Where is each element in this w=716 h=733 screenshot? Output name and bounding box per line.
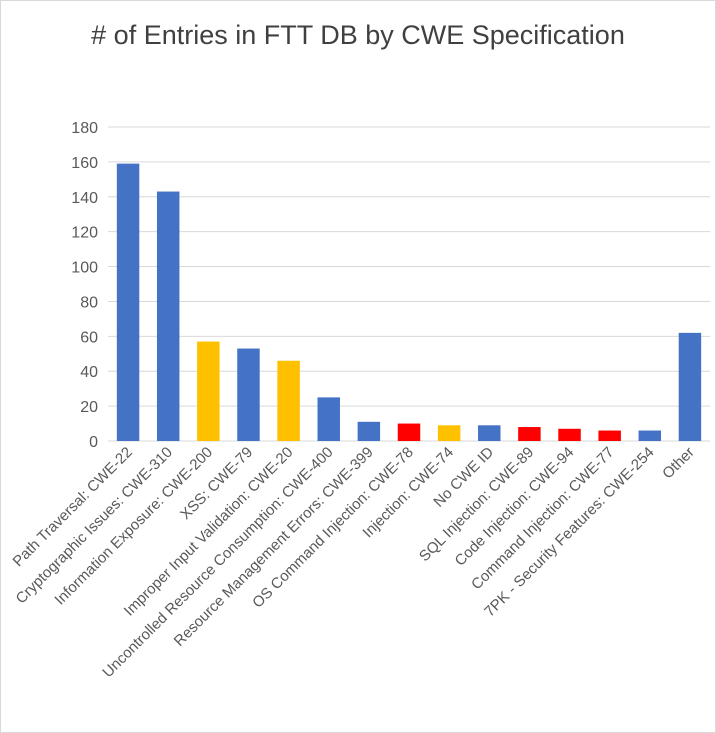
bars bbox=[116, 163, 702, 441]
bar bbox=[197, 341, 220, 441]
y-tick-label: 180 bbox=[71, 120, 98, 137]
y-tick-label: 140 bbox=[71, 190, 98, 207]
bar bbox=[437, 425, 461, 441]
bar bbox=[598, 430, 621, 441]
bar bbox=[357, 421, 381, 441]
bar bbox=[277, 360, 300, 441]
y-tick-label: 100 bbox=[71, 260, 98, 277]
y-axis-tick-labels: 0 20 40 60 80 100 120 140 160 180 bbox=[71, 120, 98, 451]
bar bbox=[478, 425, 501, 441]
y-tick-label: 20 bbox=[80, 399, 98, 416]
bar bbox=[397, 423, 421, 441]
y-tick-label: 80 bbox=[80, 294, 98, 311]
bar bbox=[317, 397, 340, 441]
y-tick-label: 120 bbox=[71, 225, 98, 242]
bar bbox=[638, 430, 662, 441]
x-tick-label: Other bbox=[659, 444, 698, 483]
y-tick-label: 60 bbox=[80, 329, 98, 346]
bar bbox=[518, 427, 541, 441]
y-tick-label: 0 bbox=[89, 434, 98, 451]
bar bbox=[116, 163, 140, 441]
y-tick-label: 40 bbox=[80, 364, 98, 381]
bar bbox=[678, 332, 702, 441]
bar bbox=[156, 191, 180, 441]
bar bbox=[558, 428, 581, 441]
bar bbox=[237, 348, 260, 441]
chart-title: # of Entries in FTT DB by CWE Specificat… bbox=[91, 20, 625, 50]
y-tick-label: 160 bbox=[71, 155, 98, 172]
